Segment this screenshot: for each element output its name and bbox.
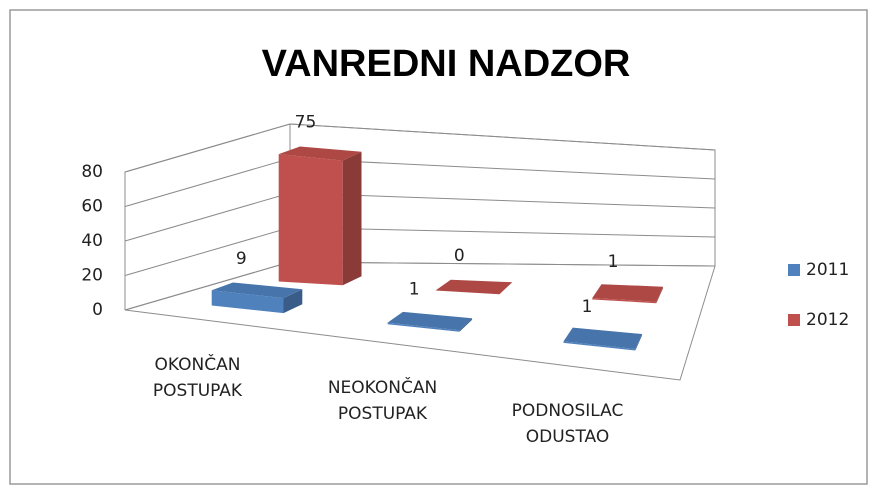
- x-tick-label: OKONČAN POSTUPAK: [152, 354, 243, 401]
- bar-side: [283, 289, 303, 314]
- bar-side: [459, 318, 473, 332]
- y-tick-label: 20: [81, 266, 103, 286]
- data-label: 1: [608, 252, 619, 272]
- legend-swatch: [788, 264, 800, 276]
- floor-outline: [124, 265, 716, 381]
- chart-title: VANREDNI NADZOR: [262, 43, 631, 85]
- y-tick-label: 40: [81, 231, 103, 251]
- y-tick-label: 0: [92, 300, 103, 320]
- data-label: 9: [236, 249, 247, 269]
- bar-top: [563, 327, 642, 349]
- bar-top: [435, 279, 513, 295]
- bar-side: [342, 151, 362, 286]
- legend-label: 2011: [806, 260, 849, 280]
- data-label: 1: [409, 280, 420, 300]
- bar-top: [387, 311, 473, 331]
- bar-front: [563, 341, 636, 351]
- x-tick-label: PODNOSILAC ODUSTAO: [511, 401, 624, 448]
- bar-top: [592, 284, 663, 302]
- bar-front: [592, 298, 657, 304]
- chart-border: [9, 9, 868, 485]
- y-tick-label: 80: [81, 162, 103, 182]
- data-label: 75: [295, 112, 317, 132]
- grid-line: [124, 123, 716, 173]
- bar-front: [387, 322, 460, 332]
- data-label: 0: [454, 246, 465, 266]
- y-tick-label: 60: [81, 197, 103, 217]
- bar-front: [211, 290, 284, 314]
- x-tick-label: NEOKONČAN POSTUPAK: [327, 378, 438, 424]
- data-label: 1: [582, 297, 593, 317]
- bar-top: [278, 146, 362, 161]
- bar-top: [211, 282, 303, 299]
- bar-side: [635, 334, 642, 351]
- bar-front: [278, 154, 343, 286]
- legend-swatch: [788, 314, 800, 326]
- bar-side: [656, 286, 663, 304]
- legend-label: 2012: [806, 310, 849, 330]
